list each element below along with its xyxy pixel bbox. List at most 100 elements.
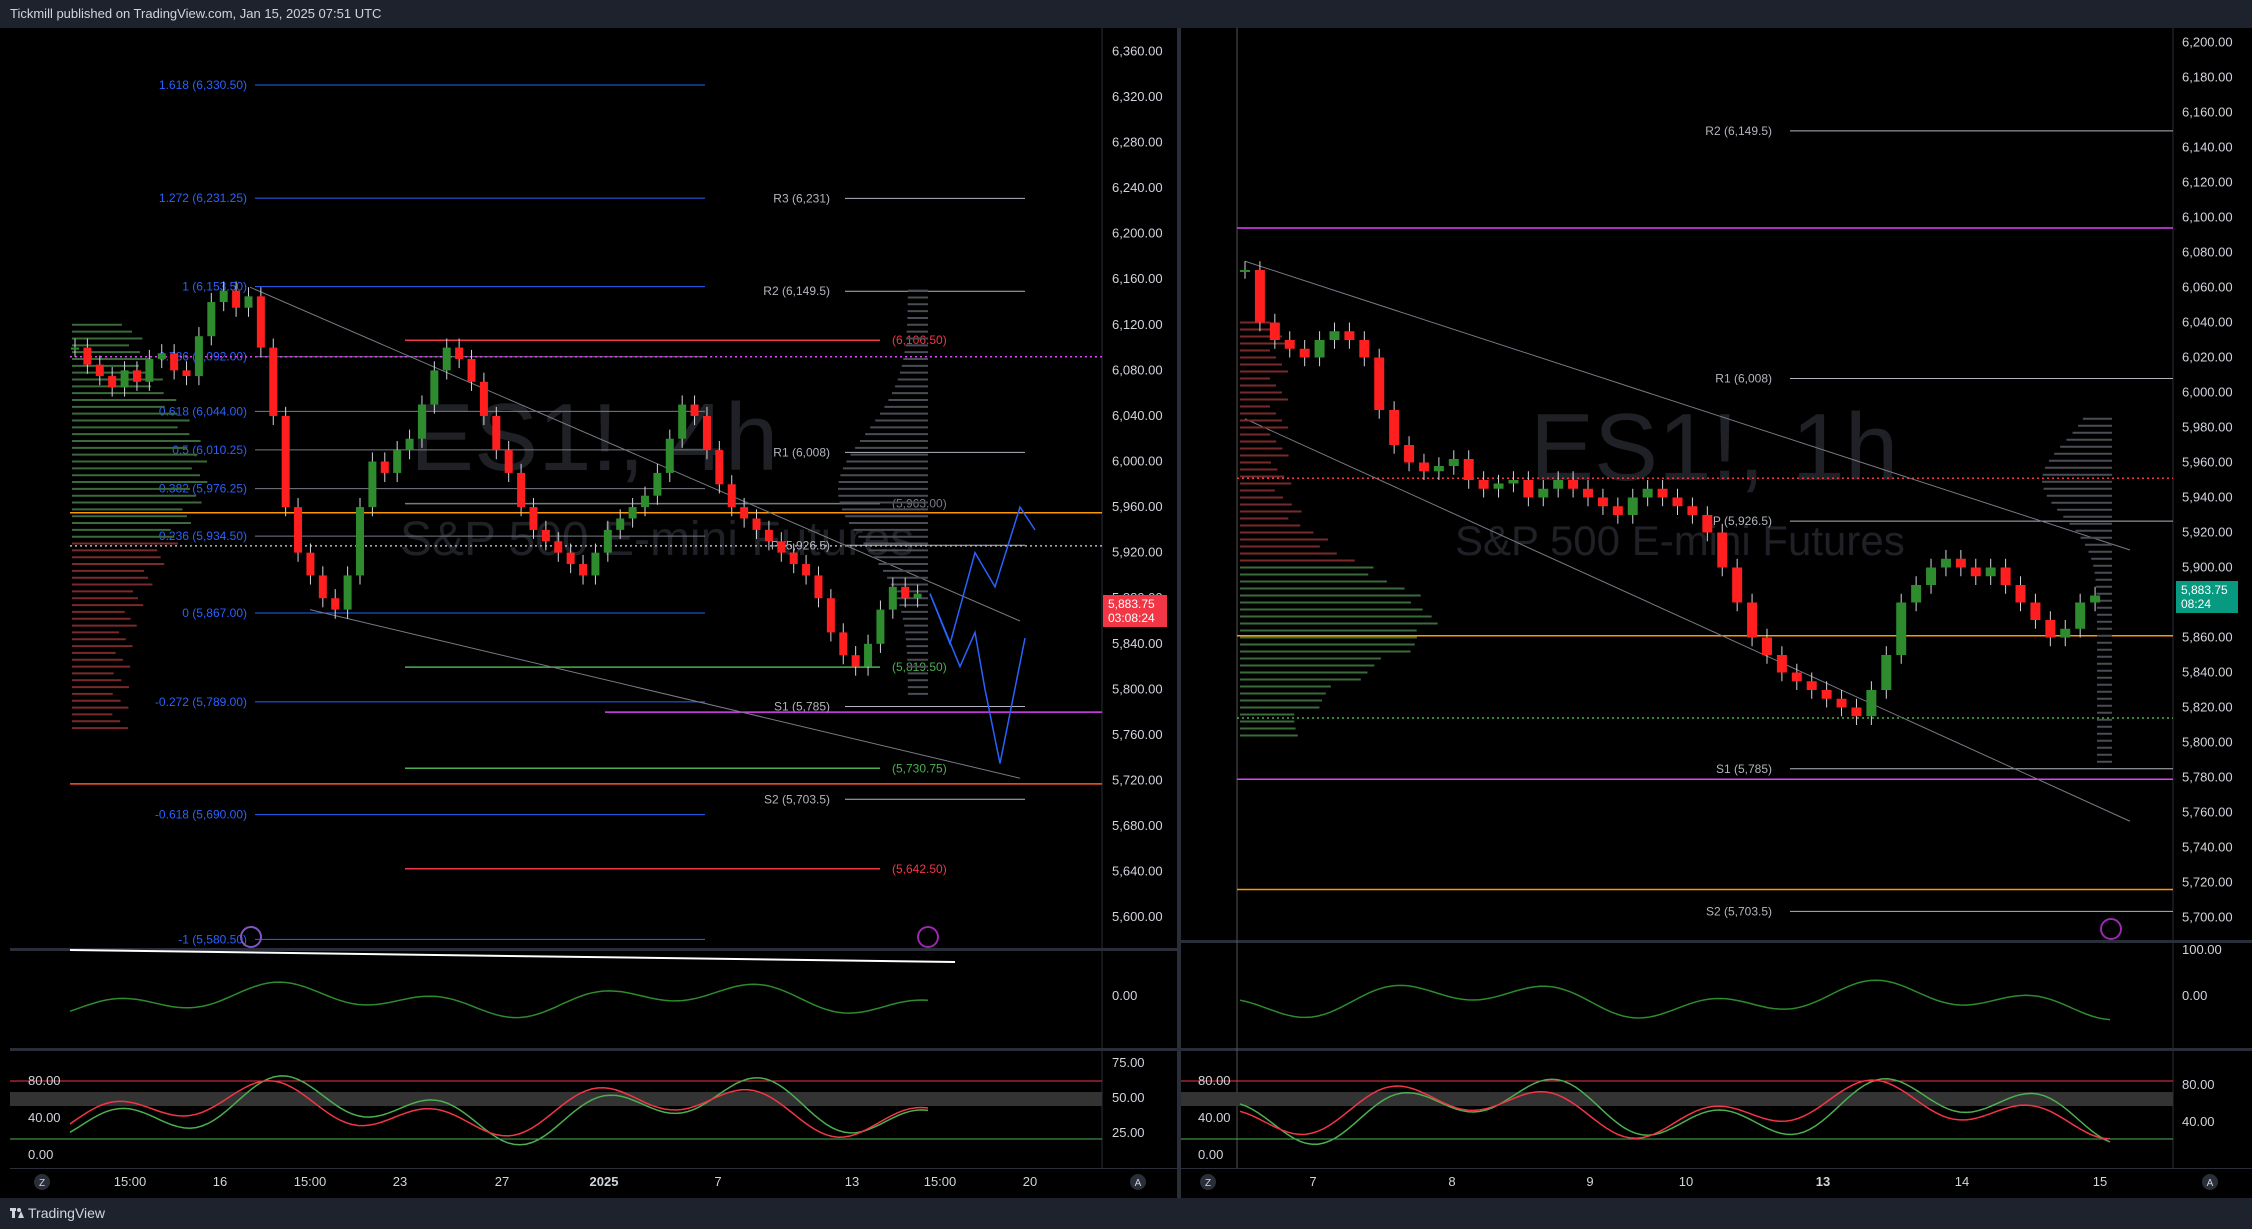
candle-body xyxy=(1448,459,1459,466)
left-x-tick: 2025 xyxy=(590,1174,619,1189)
left-x-tick: 15:00 xyxy=(924,1174,957,1189)
candle-body xyxy=(1836,698,1847,708)
right-pane-separator-1[interactable] xyxy=(1181,940,2252,943)
right-y-tick: 5,780.00 xyxy=(2182,770,2233,785)
candle-body xyxy=(2030,602,2041,620)
axis-corner-label: A xyxy=(1135,1178,1142,1189)
candle-body xyxy=(1344,331,1355,340)
candle-body xyxy=(455,347,464,359)
left-watermark-name: S&P 500 E-mini Futures xyxy=(400,513,914,566)
right-y-tick: 5,800.00 xyxy=(2182,735,2233,750)
left-osc2-tick: 40.00 xyxy=(28,1110,61,1125)
candle-body xyxy=(95,364,104,377)
candle-body xyxy=(492,415,501,451)
left-x-tick: 15:00 xyxy=(294,1174,327,1189)
candle-body xyxy=(1747,602,1758,638)
candle-body xyxy=(1761,637,1772,655)
right-x-tick: 15 xyxy=(2093,1174,2107,1189)
right-y-tick: 5,960.00 xyxy=(2182,455,2233,470)
pivot-level-label: S1 (5,785) xyxy=(1716,762,1772,776)
left-price-label: 5,883.75 xyxy=(1108,597,1155,611)
fib-level-label: 1 (6,153.50) xyxy=(182,280,247,294)
left-y-tick: 6,120.00 xyxy=(1112,317,1163,332)
trend-channel-upper xyxy=(1244,260,2131,551)
left-pane-separator-2[interactable] xyxy=(10,1048,1177,1051)
candle-body xyxy=(1284,340,1295,349)
time-axis[interactable]: 15:00 16 15:00 23 27 2025 7 13 15:00 20 7 8 9 10 13 14 1… xyxy=(34,1174,2218,1190)
candle-body xyxy=(876,609,885,644)
candle-body xyxy=(641,495,649,508)
left-y-tick: 5,840.00 xyxy=(1112,636,1163,651)
candle-body xyxy=(1627,497,1638,515)
left-x-tick: 23 xyxy=(393,1174,407,1189)
candle-body xyxy=(393,450,402,473)
pivot-level-label: S2 (5,703.5) xyxy=(764,792,830,806)
candle-body xyxy=(1911,585,1922,603)
fib-level-label: 0.5 (6,010.25) xyxy=(172,443,247,457)
right-y-tick: 5,900.00 xyxy=(2182,560,2233,575)
right-pane-separator-2[interactable] xyxy=(1181,1048,2252,1051)
right-y-tick: 6,060.00 xyxy=(2182,280,2233,295)
candle-body xyxy=(541,529,550,542)
candle-body xyxy=(256,296,265,348)
candle-body xyxy=(442,347,451,371)
candle-body xyxy=(1568,480,1579,489)
candle-body xyxy=(1642,488,1653,498)
right-y-tick: 6,140.00 xyxy=(2182,140,2233,155)
right-earnings-icon[interactable] xyxy=(2100,918,2122,940)
candle-body xyxy=(2090,595,2101,603)
right-y-tick: 5,940.00 xyxy=(2182,490,2233,505)
range-level-label: (5,642.50) xyxy=(892,862,947,876)
pane-divider[interactable] xyxy=(1177,28,1181,1198)
candle-body xyxy=(331,598,340,610)
left-event-icon[interactable] xyxy=(240,926,262,948)
candle-body xyxy=(1463,459,1474,480)
right-osc2-tick: 0.00 xyxy=(1198,1147,1223,1162)
left-pane-separator-1[interactable] xyxy=(10,948,1177,951)
fib-level-label: -0.272 (5,789.00) xyxy=(155,695,247,709)
right-candles-layer xyxy=(1240,261,2101,725)
left-y-tick: 5,720.00 xyxy=(1112,773,1163,788)
candle-body xyxy=(1851,707,1862,717)
candle-body xyxy=(1612,506,1623,515)
fib-level-label: 0.618 (6,044.00) xyxy=(159,404,247,418)
left-y-tick: 5,800.00 xyxy=(1112,681,1163,696)
candle-body xyxy=(1687,506,1698,515)
right-y-tick: 5,720.00 xyxy=(2182,875,2233,890)
pivot-level-label: P (5,926.5) xyxy=(1713,514,1772,528)
stoch-d-line xyxy=(1239,1079,2111,1140)
candle-body xyxy=(2000,567,2011,585)
right-osc2-right-tick: 40.00 xyxy=(2182,1114,2215,1129)
candle-body xyxy=(1329,331,1340,340)
chart-canvas[interactable]: ES1!, 4h S&P 500 E-mini Futures ES1!, 1h… xyxy=(0,0,2252,1198)
left-y-tick: 6,280.00 xyxy=(1112,135,1163,150)
candle-body xyxy=(1583,488,1594,498)
axis-corner-button xyxy=(2202,1174,2218,1190)
stoch-d-line xyxy=(69,1079,929,1138)
candle-body xyxy=(690,404,699,416)
right-y-tick: 6,200.00 xyxy=(2182,35,2233,50)
candle-body xyxy=(616,518,625,530)
right-y-tick: 5,840.00 xyxy=(2182,665,2233,680)
right-price-axis[interactable]: 6,200.00 6,180.00 6,160.00 6,140.00 6,120.00… xyxy=(2182,35,2233,925)
candle-body xyxy=(851,655,860,667)
candle-body xyxy=(802,564,811,576)
candle-body xyxy=(145,358,154,382)
right-x-tick: 13 xyxy=(1816,1174,1830,1189)
candle-body xyxy=(740,507,749,519)
left-y-tick: 6,240.00 xyxy=(1112,180,1163,195)
right-y-tick: 6,040.00 xyxy=(2182,315,2233,330)
footer-bar: TradingView xyxy=(0,1198,2252,1229)
candle-body xyxy=(318,575,327,599)
candle-body xyxy=(244,296,253,308)
candle-body xyxy=(1806,681,1817,690)
candle-body xyxy=(1657,488,1668,498)
candle-body xyxy=(1404,445,1415,463)
left-earnings-icon[interactable] xyxy=(917,926,939,948)
range-level-label: (5,963.00) xyxy=(892,497,947,511)
stoch-midband xyxy=(10,1092,1102,1106)
left-price-axis[interactable]: 6,360.00 6,320.00 6,280.00 6,240.00 6,200.00… xyxy=(1112,43,1163,924)
candle-body xyxy=(752,518,761,530)
left-x-tick: 13 xyxy=(845,1174,859,1189)
pivot-level-label: S2 (5,703.5) xyxy=(1706,904,1772,918)
